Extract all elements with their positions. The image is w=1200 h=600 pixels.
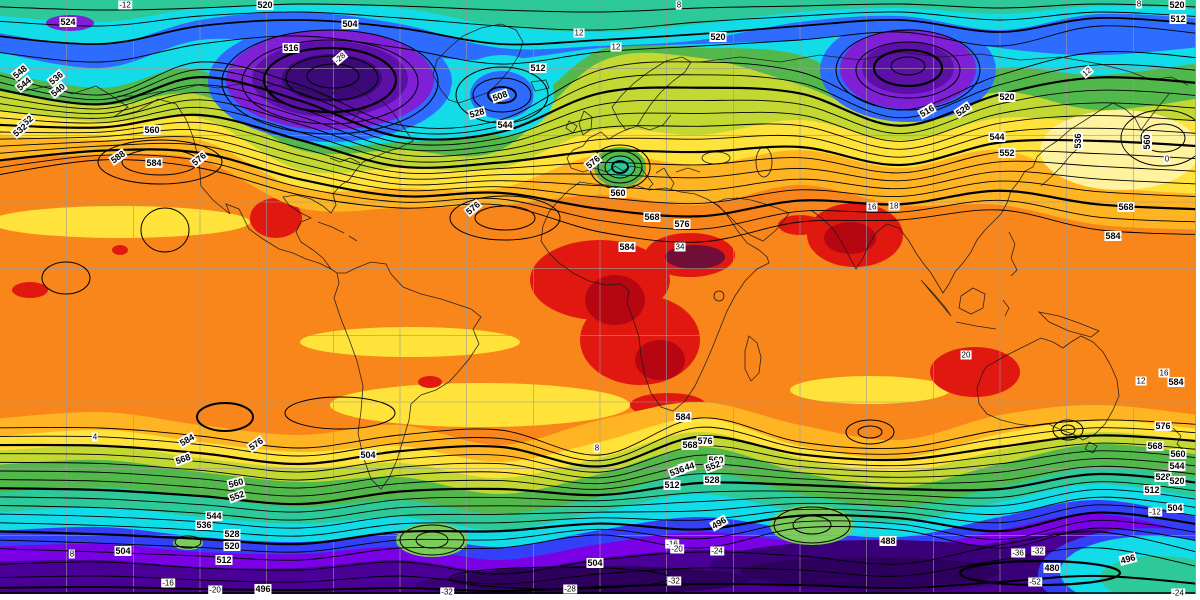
map-frame-layer: [0, 0, 1200, 600]
weather-map: -12 524 520 504 516 8 12 12 520 8 520 512 548 544 536 5…: [0, 0, 1200, 600]
map-canvas: [0, 0, 1200, 600]
